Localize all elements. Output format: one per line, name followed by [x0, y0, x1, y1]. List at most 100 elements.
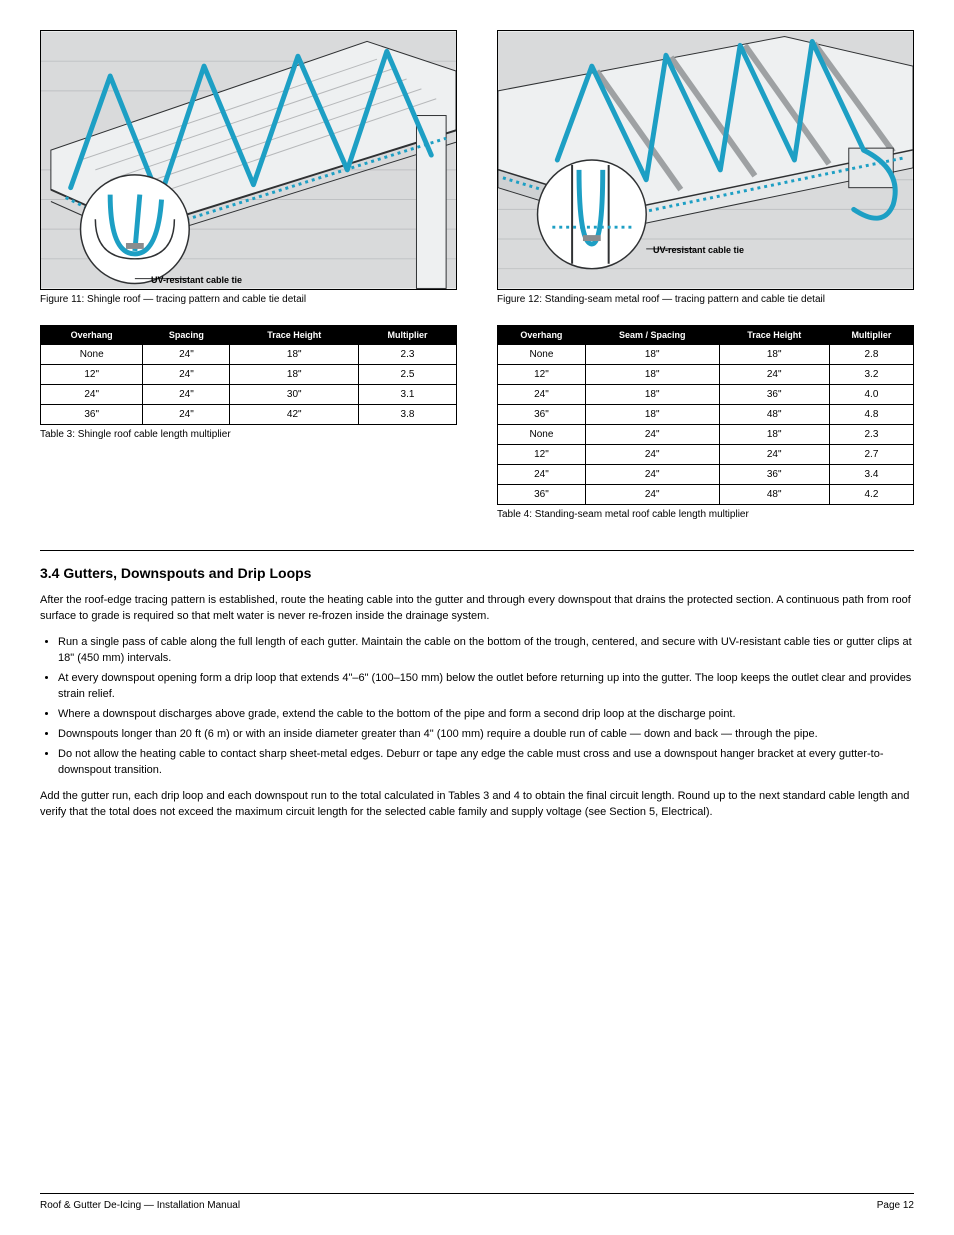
table-cell: 36"	[498, 485, 586, 505]
table-left-caption: Table 3: Shingle roof cable length multi…	[40, 429, 457, 440]
section-rule	[40, 550, 914, 551]
table-cell: 18"	[719, 425, 829, 445]
section-body: 3.4 Gutters, Downspouts and Drip Loops A…	[40, 563, 914, 821]
table-row: 24"24"30"3.1	[41, 385, 457, 405]
table-cell: 42"	[230, 405, 359, 425]
table-row: 12"24"18"2.5	[41, 365, 457, 385]
table-cell: 24"	[143, 365, 230, 385]
table-header-cell: Seam / Spacing	[585, 326, 719, 345]
table-row: 12"24"24"2.7	[498, 445, 914, 465]
page-footer: Roof & Gutter De-Icing — Installation Ma…	[40, 1193, 914, 1211]
table-left-block: Overhang Spacing Trace Height Multiplier…	[40, 325, 457, 440]
figure-left-callout: UV-resistant cable tie	[151, 275, 242, 285]
table-cell: 36"	[719, 465, 829, 485]
figure-right-caption: Figure 12: Standing-seam metal roof — tr…	[497, 294, 914, 305]
table-cell: 24"	[143, 405, 230, 425]
table-cell: 24"	[719, 445, 829, 465]
table-cell: 36"	[719, 385, 829, 405]
table-header-cell: Trace Height	[719, 326, 829, 345]
list-item: Do not allow the heating cable to contac…	[58, 747, 914, 779]
section-title: 3.4 Gutters, Downspouts and Drip Loops	[40, 563, 914, 583]
section-paragraph: Add the gutter run, each drip loop and e…	[40, 789, 914, 821]
table-cell: 4.8	[829, 405, 913, 425]
table-cell: None	[498, 345, 586, 365]
table-cell: 24"	[498, 385, 586, 405]
table-cell: 4.0	[829, 385, 913, 405]
table-cell: 24"	[585, 425, 719, 445]
list-item: At every downspout opening form a drip l…	[58, 671, 914, 703]
table-left-body: None24"18"2.312"24"18"2.524"24"30"3.136"…	[41, 345, 457, 425]
table-cell: 24"	[143, 385, 230, 405]
table-cell: 18"	[719, 345, 829, 365]
table-cell: None	[41, 345, 143, 365]
table-row: None24"18"2.3	[498, 425, 914, 445]
table-cell: 18"	[230, 365, 359, 385]
tables-row: Overhang Spacing Trace Height Multiplier…	[40, 325, 914, 520]
table-row: None18"18"2.8	[498, 345, 914, 365]
table-cell: 3.2	[829, 365, 913, 385]
section-paragraph: After the roof-edge tracing pattern is e…	[40, 593, 914, 625]
table-cell: 18"	[585, 365, 719, 385]
table-cell: 48"	[719, 405, 829, 425]
table-cell: 2.5	[359, 365, 457, 385]
section-bullets: Run a single pass of cable along the ful…	[58, 635, 914, 779]
table-row: Overhang Seam / Spacing Trace Height Mul…	[498, 326, 914, 345]
table-cell: 24"	[585, 445, 719, 465]
table-cell: 3.4	[829, 465, 913, 485]
footer-right: Page 12	[877, 1200, 914, 1211]
table-row: 24"24"36"3.4	[498, 465, 914, 485]
table-header-cell: Spacing	[143, 326, 230, 345]
table-row: None24"18"2.3	[41, 345, 457, 365]
table-cell: 2.3	[359, 345, 457, 365]
table-cell: 24"	[498, 465, 586, 485]
list-item: Where a downspout discharges above grade…	[58, 707, 914, 723]
table-left: Overhang Spacing Trace Height Multiplier…	[40, 325, 457, 425]
table-cell: 24"	[41, 385, 143, 405]
figures-row: UV-resistant cable tie Figure 11: Shingl…	[40, 30, 914, 305]
table-right-body: None18"18"2.812"18"24"3.224"18"36"4.036"…	[498, 345, 914, 505]
table-cell: 24"	[719, 365, 829, 385]
table-cell: None	[498, 425, 586, 445]
table-cell: 36"	[498, 405, 586, 425]
table-cell: 18"	[585, 345, 719, 365]
table-header-cell: Trace Height	[230, 326, 359, 345]
table-header-cell: Multiplier	[829, 326, 913, 345]
table-row: 36"18"48"4.8	[498, 405, 914, 425]
table-cell: 12"	[498, 365, 586, 385]
table-right-block: Overhang Seam / Spacing Trace Height Mul…	[497, 325, 914, 520]
table-cell: 24"	[585, 465, 719, 485]
table-cell: 36"	[41, 405, 143, 425]
table-right: Overhang Seam / Spacing Trace Height Mul…	[497, 325, 914, 505]
table-right-caption: Table 4: Standing-seam metal roof cable …	[497, 509, 914, 520]
footer-left: Roof & Gutter De-Icing — Installation Ma…	[40, 1200, 240, 1211]
table-cell: 4.2	[829, 485, 913, 505]
table-cell: 12"	[498, 445, 586, 465]
figure-left: UV-resistant cable tie	[40, 30, 457, 290]
table-cell: 48"	[719, 485, 829, 505]
table-cell: 18"	[230, 345, 359, 365]
table-header-cell: Overhang	[498, 326, 586, 345]
figure-right: UV-resistant cable tie	[497, 30, 914, 290]
figure-left-svg	[41, 31, 456, 289]
table-cell: 24"	[585, 485, 719, 505]
table-row: Overhang Spacing Trace Height Multiplier	[41, 326, 457, 345]
list-item: Run a single pass of cable along the ful…	[58, 635, 914, 667]
table-row: 36"24"48"4.2	[498, 485, 914, 505]
table-cell: 18"	[585, 405, 719, 425]
table-row: 12"18"24"3.2	[498, 365, 914, 385]
table-row: 36"24"42"3.8	[41, 405, 457, 425]
figure-left-caption: Figure 11: Shingle roof — tracing patter…	[40, 294, 457, 305]
table-cell: 30"	[230, 385, 359, 405]
table-cell: 24"	[143, 345, 230, 365]
table-header-cell: Overhang	[41, 326, 143, 345]
table-cell: 3.1	[359, 385, 457, 405]
table-cell: 2.7	[829, 445, 913, 465]
table-row: 24"18"36"4.0	[498, 385, 914, 405]
figure-left-wrapper: UV-resistant cable tie Figure 11: Shingl…	[40, 30, 457, 305]
table-header-cell: Multiplier	[359, 326, 457, 345]
table-cell: 3.8	[359, 405, 457, 425]
table-cell: 2.8	[829, 345, 913, 365]
table-cell: 12"	[41, 365, 143, 385]
figure-right-wrapper: UV-resistant cable tie Figure 12: Standi…	[497, 30, 914, 305]
table-cell: 18"	[585, 385, 719, 405]
